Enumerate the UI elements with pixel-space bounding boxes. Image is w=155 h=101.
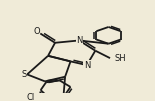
Text: SH: SH: [115, 54, 126, 63]
Text: Cl: Cl: [26, 93, 35, 101]
Text: N: N: [76, 36, 83, 45]
Text: O: O: [33, 27, 40, 36]
Text: S: S: [22, 70, 27, 79]
Text: N: N: [84, 61, 90, 70]
